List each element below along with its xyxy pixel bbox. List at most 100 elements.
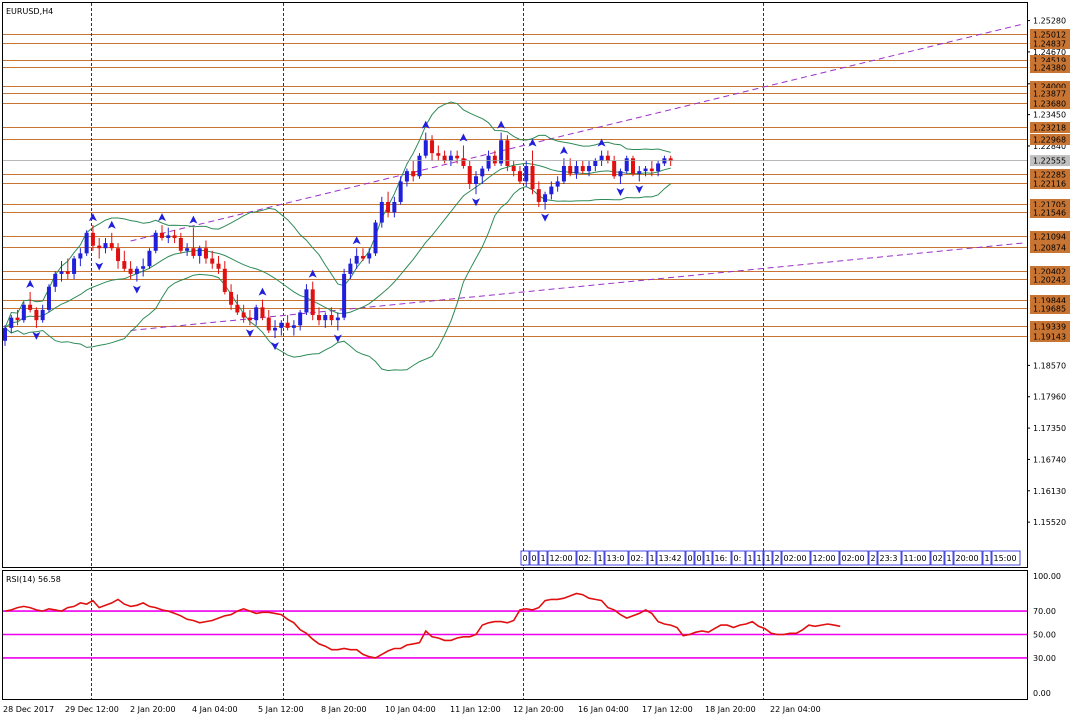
level-label: 1.20874 [1033,244,1066,253]
candle [386,191,391,218]
candle-body [467,166,472,184]
time-marker-box [703,550,713,566]
candle-body [448,155,453,161]
candle [631,155,635,177]
fractal-down [333,334,342,343]
level-label: 1.21094 [1033,233,1066,242]
candle-body [34,309,39,321]
candle-body [53,273,58,287]
time-marker-box [763,550,773,566]
candle-body [580,166,585,172]
candle [279,320,284,336]
time-marker-label: 1 [706,554,711,563]
price-tick-label: 1.17350 [1033,424,1066,433]
candle-body [360,255,365,259]
time-marker-box [538,550,548,566]
level-label-box [1030,98,1070,109]
time-marker-label: 12:00 [813,554,836,563]
level-label-box [1030,88,1070,99]
time-label: 8 Jan 20:00 [321,705,367,714]
candle [524,160,529,187]
candle-body [304,289,309,313]
candle [235,294,240,316]
candle-body [593,160,598,166]
band-upper [4,101,671,329]
candle-body [354,255,359,264]
candle-body [197,248,202,256]
candle [9,315,14,334]
candle [455,150,460,164]
candle-body [517,171,522,182]
candle-body [222,268,227,292]
time-marker-label: 02:00 [842,554,865,563]
candle-body [235,304,240,313]
candle [141,258,146,277]
candle-body [386,201,391,213]
price-tick-label: 1.15520 [1033,518,1066,527]
candle-body [599,155,604,161]
candle-body [285,322,290,328]
candle-body [323,315,328,321]
candle [404,168,409,187]
time-markers: 0 0 1 12:00 02: 1 13:0 02: 1 13:42 0 0 1 16: 0: 1 1 1 2 02:… [520,550,1021,566]
time-marker-box [810,550,840,566]
time-marker-label: 23:3 [880,554,898,563]
time-marker-box [628,550,648,566]
time-label: 17 Jan 12:00 [642,705,693,714]
candle [430,135,435,161]
candle-body [329,315,334,321]
fractal-down [245,329,254,338]
level-label-box [1030,207,1070,218]
level-label-box [1030,242,1070,253]
candle [436,145,441,161]
candle [247,309,252,326]
candle [15,309,20,326]
fractal-up [597,138,606,147]
time-label: 2 Jan 20:00 [130,705,176,714]
level-label-box [1030,266,1070,277]
time-marker-box [772,550,782,566]
candle [166,227,171,244]
time-marker-label: 02: [579,554,592,563]
time-marker-box [781,550,811,566]
rsi-tick-label: 70.00 [1033,607,1056,616]
time-marker-label: 1 [748,554,753,563]
candle [511,160,516,177]
price-tick-label: 1.25280 [1033,17,1066,26]
candle [605,150,610,164]
chart-title: EURUSD,H4 [6,7,53,16]
time-label: 12 Jan 20:00 [513,705,564,714]
candle [612,155,617,179]
candle [178,232,183,254]
candle [367,248,372,264]
time-label: 5 Jan 12:00 [258,705,304,714]
candle [266,309,271,334]
time-label: 16 Jan 04:00 [578,705,629,714]
candle-body [166,235,171,238]
time-marker-box [745,550,755,566]
time-marker-label: 0 [697,554,702,563]
time-label: 11 Jan 12:00 [450,705,501,714]
main-pane-frame [2,2,1028,568]
candle [273,320,278,339]
candle-body [530,166,535,190]
candle [549,181,554,200]
candle [587,160,592,177]
time-label: 10 Jan 04:00 [385,705,436,714]
candle-body [668,158,673,161]
price-tick-label: 1.22840 [1033,142,1066,151]
time-marker-label: 12:00 [550,554,573,563]
level-label: 1.19339 [1033,323,1066,332]
time-marker-label: 0: [734,554,742,563]
time-marker-box [754,550,764,566]
fractals [26,120,644,351]
fractal-up [107,220,116,229]
time-label: 18 Jan 20:00 [705,705,756,714]
candle [191,227,196,259]
candle-body [97,245,102,249]
candle-body [128,268,133,274]
candle-body [612,160,617,177]
candle [291,320,296,336]
candle-body [15,317,20,321]
fractal-down [95,262,104,271]
